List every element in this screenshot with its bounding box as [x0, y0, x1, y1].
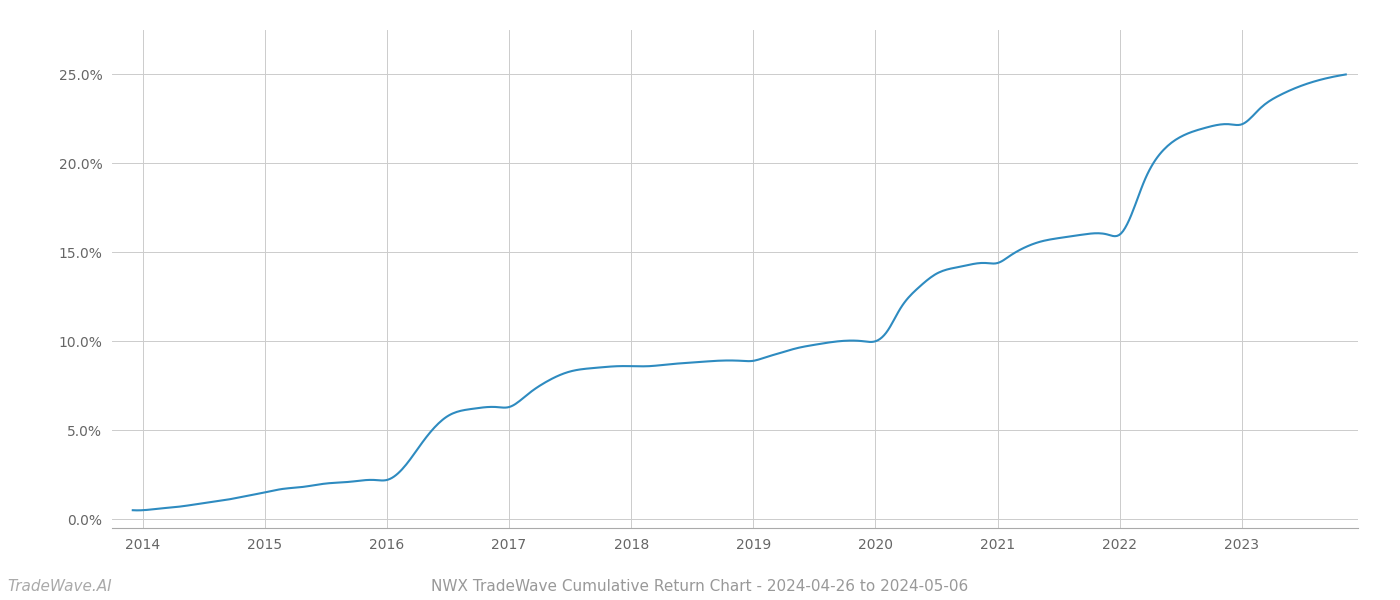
- Text: NWX TradeWave Cumulative Return Chart - 2024-04-26 to 2024-05-06: NWX TradeWave Cumulative Return Chart - …: [431, 579, 969, 594]
- Text: TradeWave.AI: TradeWave.AI: [7, 579, 112, 594]
